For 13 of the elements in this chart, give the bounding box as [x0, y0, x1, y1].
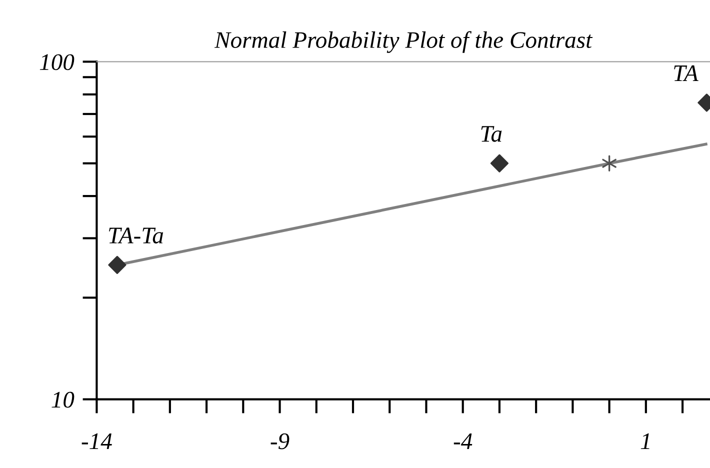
- point: [602, 155, 616, 172]
- annotation: TA: [674, 65, 698, 82]
- x-tick-label: -4: [454, 433, 472, 450]
- annotation: TA-Ta: [109, 228, 164, 244]
- y-tick-label: 10: [52, 392, 74, 408]
- y-tick-label: 100: [40, 54, 74, 70]
- point: [490, 154, 509, 172]
- x-tick-label: -9: [270, 433, 290, 450]
- chart-title: Normal Probability Plot of the Contrast: [214, 31, 593, 53]
- x-tick-label: -14: [82, 433, 112, 450]
- x-tick-label: 1: [640, 433, 650, 450]
- annotation: Ta: [481, 126, 502, 142]
- point: [108, 256, 126, 274]
